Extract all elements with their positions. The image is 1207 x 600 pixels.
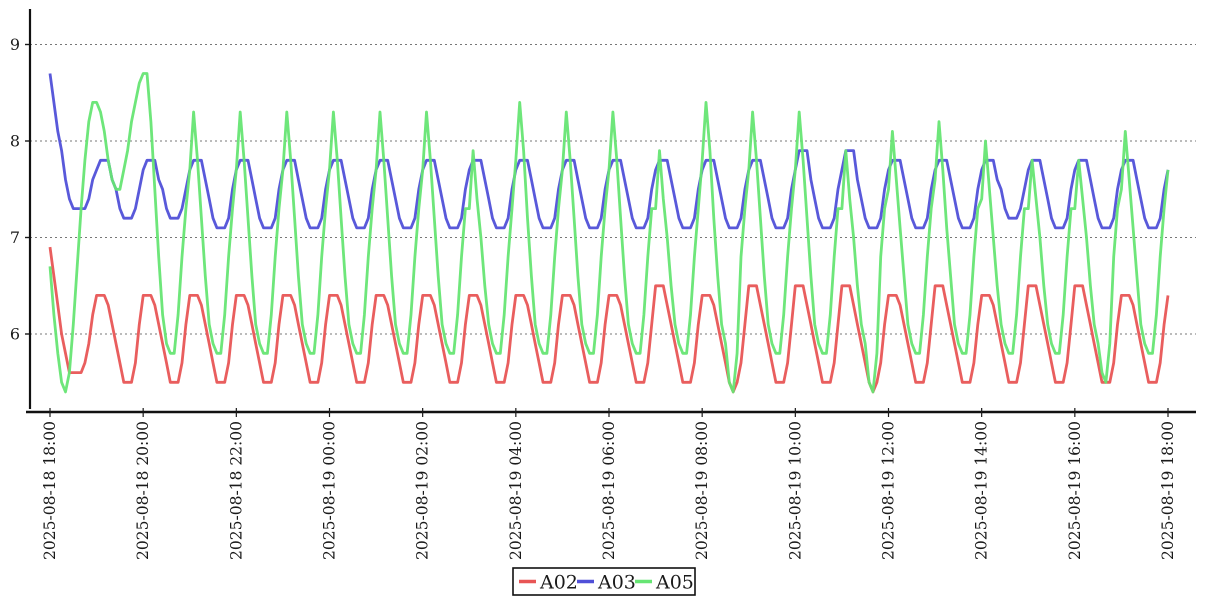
y-axis-label-9: 9 xyxy=(10,35,20,54)
x-tick-label-8: 2025-08-19 10:00 xyxy=(786,421,804,560)
x-tick-label-10: 2025-08-19 14:00 xyxy=(973,421,991,560)
x-tick-label-4: 2025-08-19 02:00 xyxy=(414,421,432,560)
y-axis-label-6: 6 xyxy=(10,325,20,344)
y-axis-label-8: 8 xyxy=(10,132,20,151)
x-tick-label-6: 2025-08-19 06:00 xyxy=(600,421,618,560)
legend-item-a02: A02 xyxy=(519,572,578,594)
x-tick-label-9: 2025-08-19 12:00 xyxy=(880,421,898,560)
x-tick-label-3: 2025-08-19 00:00 xyxy=(321,421,339,560)
x-tick-label-12: 2025-08-19 18:00 xyxy=(1159,421,1177,560)
legend-box xyxy=(512,567,696,596)
x-tick-label-0: 2025-08-18 18:00 xyxy=(41,421,59,560)
x-tick-label-5: 2025-08-19 04:00 xyxy=(507,421,525,560)
legend-label-a03: A03 xyxy=(597,572,636,594)
series-line-a05 xyxy=(48,72,1170,394)
x-tick-label-2: 2025-08-18 22:00 xyxy=(227,421,245,560)
legend-label-a05: A05 xyxy=(655,572,694,594)
legend-label-a02: A02 xyxy=(539,572,578,594)
x-tick-label-1: 2025-08-18 20:00 xyxy=(134,421,152,560)
legend: A02 A03 A05 xyxy=(512,567,696,596)
x-tick-label-11: 2025-08-19 16:00 xyxy=(1066,421,1084,560)
legend-item-a05: A05 xyxy=(635,572,694,594)
legend-item-a03: A03 xyxy=(577,572,636,594)
series-line-a02 xyxy=(48,246,1170,394)
y-axis-label-7: 7 xyxy=(10,228,20,247)
x-tick-label-7: 2025-08-19 08:00 xyxy=(693,421,711,560)
